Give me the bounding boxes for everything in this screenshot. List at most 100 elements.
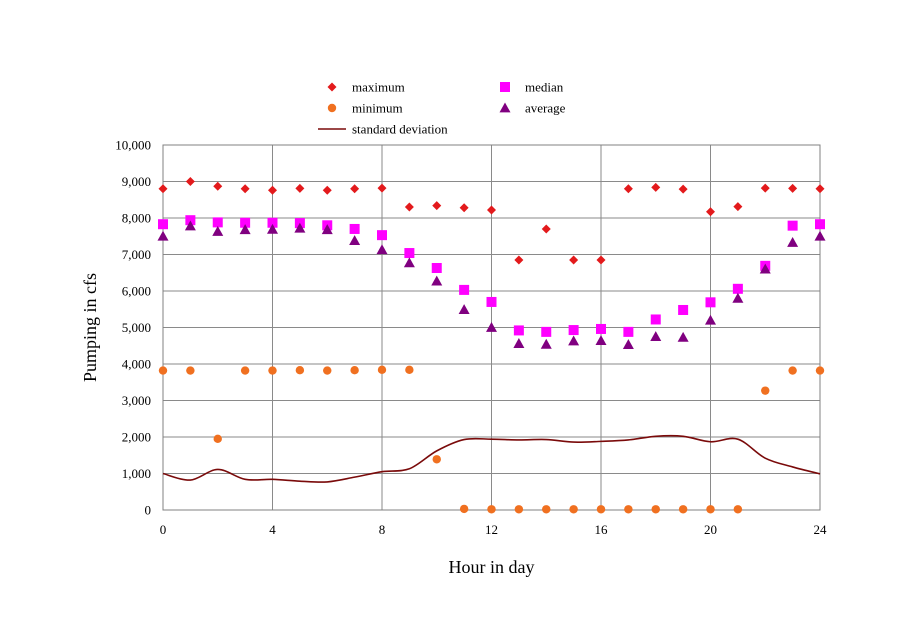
point-minimum xyxy=(487,505,496,514)
point-minimum xyxy=(186,366,195,375)
point-median xyxy=(212,217,223,228)
point-average xyxy=(157,230,169,241)
point-median xyxy=(513,325,524,336)
point-median xyxy=(404,248,415,259)
point-maximum xyxy=(295,183,305,193)
point-maximum xyxy=(404,202,414,212)
series-line-standard-deviation xyxy=(162,434,821,483)
point-maximum xyxy=(569,255,579,265)
point-median xyxy=(678,304,689,315)
point-minimum xyxy=(624,505,633,514)
x-axis-ticks: 0 4 8 12 16 20 24 xyxy=(160,522,827,537)
point-maximum xyxy=(240,184,250,194)
point-minimum xyxy=(323,366,332,375)
point-maximum xyxy=(432,201,442,211)
point-minimum xyxy=(268,366,277,375)
series-layer xyxy=(157,177,826,514)
point-median xyxy=(459,284,470,295)
point-maximum xyxy=(706,207,715,217)
point-minimum xyxy=(733,505,743,514)
legend-label-median: median xyxy=(525,80,564,95)
y-tick-label: 10,000 xyxy=(115,138,151,153)
point-maximum xyxy=(815,184,825,194)
point-maximum xyxy=(487,205,496,215)
y-tick-label: 2,000 xyxy=(122,430,151,445)
x-tick-label: 24 xyxy=(814,522,828,537)
y-axis-ticks: 0 1,000 2,000 3,000 4,000 5,000 6,000 7,000 8,00… xyxy=(115,138,151,518)
point-average xyxy=(431,275,443,286)
point-maximum xyxy=(733,202,743,212)
point-median xyxy=(267,217,278,228)
point-average xyxy=(458,304,470,315)
series-maximum xyxy=(158,177,825,265)
point-average xyxy=(403,257,415,268)
point-median xyxy=(705,297,716,308)
point-maximum xyxy=(514,255,524,265)
x-tick-label: 12 xyxy=(485,522,498,537)
point-minimum xyxy=(815,366,825,375)
point-average xyxy=(376,244,388,255)
y-axis-title: Pumping in cfs xyxy=(80,273,100,382)
point-minimum xyxy=(542,505,551,514)
point-median xyxy=(158,219,168,230)
point-maximum xyxy=(596,255,606,265)
point-average xyxy=(184,220,196,231)
series-minimum xyxy=(158,365,825,514)
point-median xyxy=(568,325,579,336)
point-median xyxy=(185,215,196,226)
point-maximum xyxy=(322,185,332,195)
point-average xyxy=(732,292,744,303)
point-average xyxy=(677,331,689,342)
point-average xyxy=(759,263,771,274)
y-tick-label: 6,000 xyxy=(122,284,151,299)
legend-swatch-maximum xyxy=(327,82,337,92)
point-average xyxy=(486,322,497,332)
point-maximum xyxy=(459,203,469,213)
point-median xyxy=(377,230,387,241)
point-median xyxy=(732,283,743,294)
point-maximum xyxy=(268,185,277,195)
point-minimum xyxy=(596,505,606,514)
point-maximum xyxy=(788,183,798,193)
point-average xyxy=(595,335,607,346)
y-tick-label: 5,000 xyxy=(122,320,151,335)
point-minimum xyxy=(651,505,660,514)
point-minimum xyxy=(459,504,469,514)
point-median xyxy=(431,263,442,274)
point-median xyxy=(787,220,798,231)
y-tick-label: 9,000 xyxy=(122,174,151,189)
point-median xyxy=(349,223,360,234)
point-maximum xyxy=(350,184,360,194)
y-tick-label: 4,000 xyxy=(122,357,151,372)
point-median xyxy=(623,326,634,337)
x-tick-label: 8 xyxy=(379,522,386,537)
legend-label-standard-deviation: standard deviation xyxy=(352,122,448,137)
y-tick-label: 8,000 xyxy=(122,211,151,226)
point-maximum xyxy=(541,224,551,234)
point-average xyxy=(568,335,580,346)
point-minimum xyxy=(514,505,524,514)
point-maximum xyxy=(623,184,633,194)
point-median xyxy=(486,296,497,307)
x-tick-label: 0 xyxy=(160,522,167,537)
x-tick-label: 20 xyxy=(704,522,717,537)
legend-label-maximum: maximum xyxy=(352,80,405,95)
point-minimum xyxy=(377,365,387,375)
x-tick-label: 4 xyxy=(269,522,276,537)
point-minimum xyxy=(678,505,688,514)
point-minimum xyxy=(350,366,359,375)
legend: maximum median minimum average standard devi… xyxy=(318,80,566,137)
point-minimum xyxy=(240,366,250,375)
point-median xyxy=(815,219,825,230)
legend-item-standard-deviation: standard deviation xyxy=(318,122,448,137)
legend-swatch-median xyxy=(500,82,510,92)
point-average xyxy=(267,223,278,234)
legend-item-median: median xyxy=(500,80,564,95)
x-tick-label: 16 xyxy=(595,522,609,537)
y-tick-label: 3,000 xyxy=(122,393,151,408)
y-tick-label: 0 xyxy=(145,503,152,518)
point-average xyxy=(540,338,552,349)
point-average xyxy=(239,224,251,235)
legend-item-maximum: maximum xyxy=(327,80,405,95)
